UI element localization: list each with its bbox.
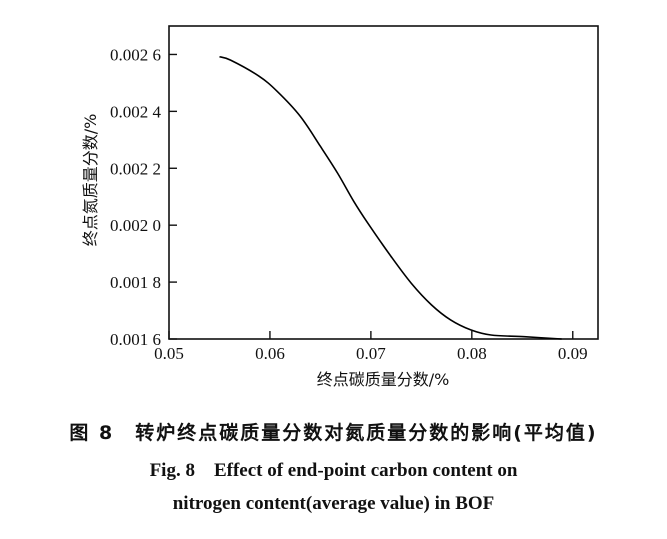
x-tick-label: 0.08 [457,344,487,363]
figure-caption-english-line1: Fig. 8 Effect of end-point carbon conten… [149,460,518,481]
plot-frame [168,25,599,340]
data-line [219,55,562,340]
x-tick-label: 0.05 [154,344,184,363]
y-axis-label: 终点氮质量分数/% [81,114,100,247]
figure-caption-chinese: 图 8 转炉终点碳质量分数对氮质量分数的影响(平均值) [69,422,598,444]
figure-caption-english-line2: nitrogen content(average value) in BOF [172,493,495,514]
x-axis-label: 终点碳质量分数/% [317,370,450,389]
y-tick-label: 0.001 8 [110,273,161,292]
x-tick-label: 0.06 [255,344,285,363]
y-tick-label: 0.002 0 [110,216,161,235]
y-tick-label: 0.002 2 [110,159,161,178]
x-tick-label: 0.07 [356,344,386,363]
y-tick-label: 0.001 6 [110,330,161,349]
y-tick-label: 0.002 6 [110,45,161,64]
x-tick-label: 0.09 [558,344,588,363]
y-tick-label: 0.002 4 [110,102,162,121]
line-chart: 0.05 0.06 0.07 0.08 0.09 0.001 6 0.001 8 0.002… [81,25,599,389]
